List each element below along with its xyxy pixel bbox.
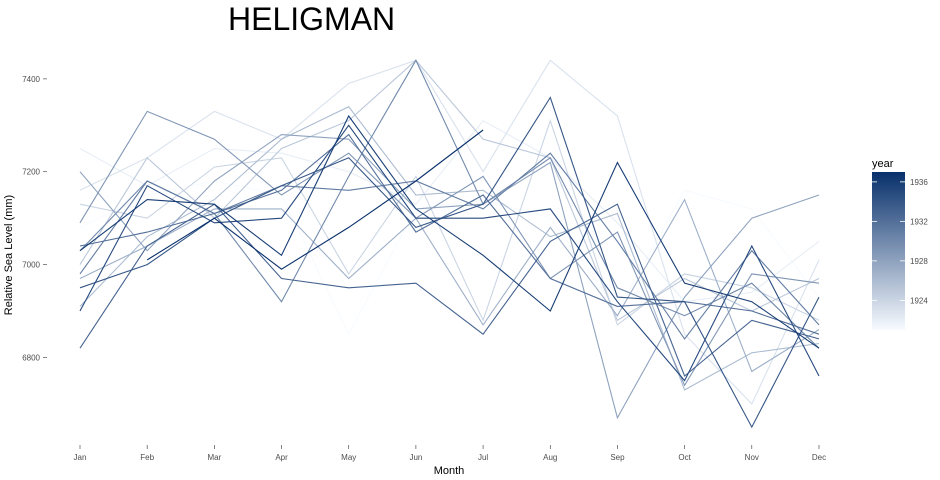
series-line-1936 <box>79 114 820 349</box>
series-line-1933 <box>79 203 820 377</box>
y-tick-label-7000: 7000 <box>22 261 40 270</box>
legend-title: year <box>872 158 894 170</box>
series-line-1928 <box>79 134 820 420</box>
chart-title: HELIGMAN <box>228 1 395 37</box>
x-tick-label-may: May <box>341 453 356 462</box>
x-tick-label-nov: Nov <box>745 453 759 462</box>
legend-colorbar <box>872 172 905 330</box>
x-tick-label-dec: Dec <box>812 453 826 462</box>
series-line-1923 <box>79 59 820 405</box>
legend-label-1928: 1928 <box>910 257 928 266</box>
y-tick-label-6800: 6800 <box>22 353 40 362</box>
legend-label-1936: 1936 <box>910 178 928 187</box>
x-tick-label-jun: Jun <box>409 453 422 462</box>
series-line-1931 <box>79 152 820 340</box>
x-axis-title: Month <box>434 465 465 477</box>
series-line-1926 <box>79 106 820 391</box>
series-line-1921 <box>79 180 820 336</box>
x-tick-label-sep: Sep <box>610 453 625 462</box>
series-line-1925 <box>79 59 820 322</box>
x-tick-label-aug: Aug <box>543 453 557 462</box>
x-tick-label-mar: Mar <box>207 453 221 462</box>
x-tick-label-jan: Jan <box>74 453 87 462</box>
legend-label-1924: 1924 <box>910 296 928 305</box>
legend-label-1932: 1932 <box>910 217 928 226</box>
y-tick-label-7200: 7200 <box>22 168 40 177</box>
y-tick-label-7400: 7400 <box>22 75 40 84</box>
y-axis-title: Relative Sea Level (mm) <box>3 195 15 315</box>
series-line-1934 <box>79 96 820 429</box>
y-axis: 6800 7000 7200 7400 <box>22 75 47 362</box>
series-line-1935 <box>79 124 820 382</box>
color-legend: year 1924 1928 1932 1936 <box>872 158 928 330</box>
plot-lines <box>79 59 820 429</box>
x-tick-label-jul: Jul <box>478 453 488 462</box>
series-line-1924 <box>79 118 820 326</box>
series-line-1927 <box>79 198 820 373</box>
series-line-1937 <box>146 129 484 270</box>
x-axis: Jan Feb Mar Apr May Jun Jul Aug Sep Oct Nov Dec <box>74 445 826 462</box>
x-tick-label-oct: Oct <box>678 453 691 462</box>
legend-ticks: 1924 1928 1932 1936 <box>872 178 928 305</box>
x-tick-label-apr: Apr <box>275 453 288 462</box>
x-tick-label-feb: Feb <box>140 453 154 462</box>
series-line-1922 <box>79 119 820 303</box>
